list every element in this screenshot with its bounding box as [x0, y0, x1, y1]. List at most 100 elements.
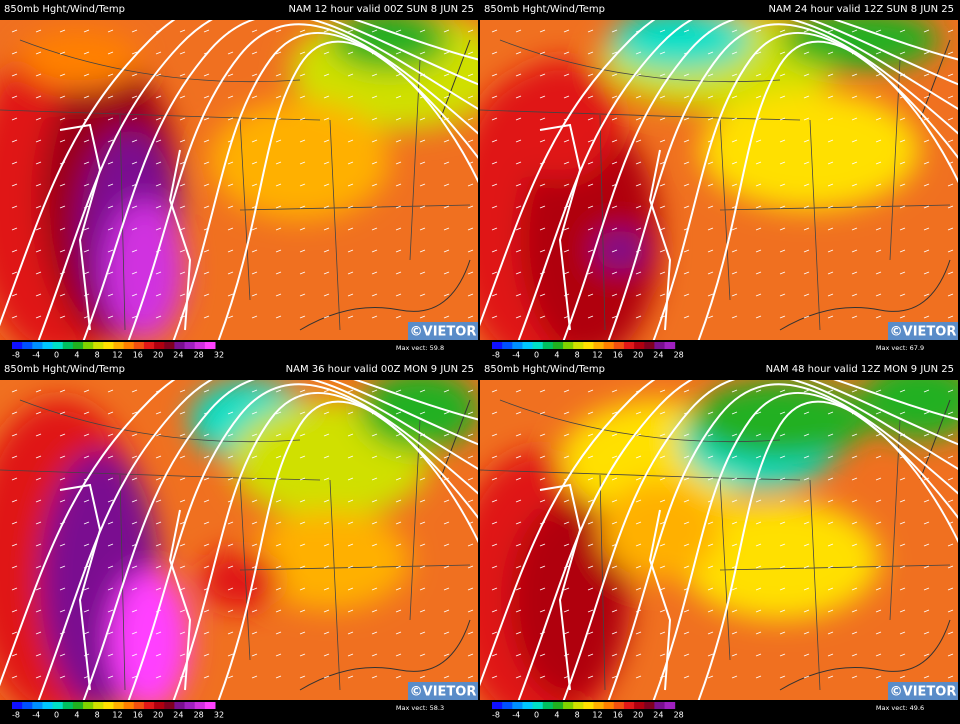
colorbar-swatch [42, 702, 54, 709]
colorbar-swatch [154, 342, 165, 349]
wind-arrow [515, 631, 522, 635]
colorbar-swatch [583, 702, 594, 709]
wind-arrow [131, 455, 138, 459]
wind-arrow [35, 411, 42, 415]
wind-arrow [731, 117, 738, 121]
wind-arrow [875, 411, 882, 415]
colorbar-swatch [623, 702, 635, 709]
wind-arrow [251, 609, 258, 613]
wind-arrow [443, 51, 450, 55]
wind-arrow [275, 73, 282, 77]
wind-arrow [707, 51, 714, 55]
wind-arrow [59, 51, 66, 55]
wind-arrow [203, 51, 210, 55]
wind-arrow [275, 631, 282, 635]
wind-arrow [251, 389, 258, 393]
wind-arrow [779, 587, 786, 591]
wind-arrow [395, 315, 402, 319]
wind-arrow [659, 565, 666, 569]
wind-arrow [587, 477, 594, 481]
wind-arrow [251, 249, 258, 253]
wind-arrow [299, 565, 306, 569]
wind-arrow [251, 675, 258, 679]
colorbar-label: 24 [173, 711, 183, 720]
wind-arrow [875, 315, 882, 319]
wind-arrow [419, 587, 426, 591]
wind-arrow [587, 675, 594, 679]
wind-arrow [83, 653, 90, 657]
wind-arrow [515, 389, 522, 393]
wind-arrow [947, 183, 954, 187]
wind-arrow [923, 249, 930, 253]
wind-arrow [851, 477, 858, 481]
wind-arrow [443, 73, 450, 77]
wind-arrow [875, 29, 882, 33]
wind-arrow [467, 29, 474, 33]
wind-arrow [59, 139, 66, 143]
wind-arrow [83, 455, 90, 459]
wind-arrow [899, 433, 906, 437]
wind-arrow [371, 675, 378, 679]
wind-arrow [323, 227, 330, 231]
height-contour [517, 20, 958, 340]
wind-arrow [251, 227, 258, 231]
wind-arrow [59, 315, 66, 319]
wind-arrow [179, 631, 186, 635]
wind-arrow [611, 183, 618, 187]
wind-arrow [779, 653, 786, 657]
wind-arrow [131, 315, 138, 319]
wind-arrow [563, 139, 570, 143]
wind-arrow [779, 631, 786, 635]
wind-arrow [923, 433, 930, 437]
wind-arrow [275, 543, 282, 547]
wind-arrow [275, 433, 282, 437]
wind-arrow [395, 29, 402, 33]
wind-arrow [11, 389, 18, 393]
wind-arrow [443, 521, 450, 525]
wind-arrow [779, 499, 786, 503]
wind-arrow [371, 433, 378, 437]
wind-arrow [707, 227, 714, 231]
wind-arrow [203, 411, 210, 415]
wind-arrow [827, 477, 834, 481]
wind-arrow [35, 161, 42, 165]
wind-arrow [371, 95, 378, 99]
wind-arrow [755, 139, 762, 143]
wind-arrow [299, 653, 306, 657]
wind-arrow [803, 271, 810, 275]
wind-arrow [323, 249, 330, 253]
wind-arrow [899, 631, 906, 635]
wind-arrow [323, 51, 330, 55]
wind-arrow [443, 205, 450, 209]
colorbar-swatch [194, 702, 206, 709]
wind-arrow [539, 499, 546, 503]
wind-arrow [659, 477, 666, 481]
wind-arrow [899, 29, 906, 33]
wind-arrow [155, 587, 162, 591]
wind-arrow [11, 433, 18, 437]
wind-arrow [851, 565, 858, 569]
wind-arrow [491, 117, 498, 121]
wind-arrow [539, 521, 546, 525]
wind-arrow [83, 587, 90, 591]
wind-arrow [923, 95, 930, 99]
wind-arrow [707, 389, 714, 393]
wind-arrow [59, 653, 66, 657]
wind-arrow [131, 543, 138, 547]
wind-arrow [923, 565, 930, 569]
wind-arrow [515, 609, 522, 613]
wind-arrow [803, 499, 810, 503]
wind-arrow [395, 653, 402, 657]
wind-arrow [659, 205, 666, 209]
wind-arrow [203, 227, 210, 231]
wind-arrow [419, 565, 426, 569]
wind-arrow [467, 411, 474, 415]
colorbar-swatch [164, 702, 175, 709]
colorbar-swatch [593, 342, 605, 349]
wind-arrow [899, 477, 906, 481]
wind-arrow [395, 499, 402, 503]
wind-arrow [179, 433, 186, 437]
colorbar-swatch [154, 702, 165, 709]
wind-arrow [467, 521, 474, 525]
wind-arrow [107, 183, 114, 187]
